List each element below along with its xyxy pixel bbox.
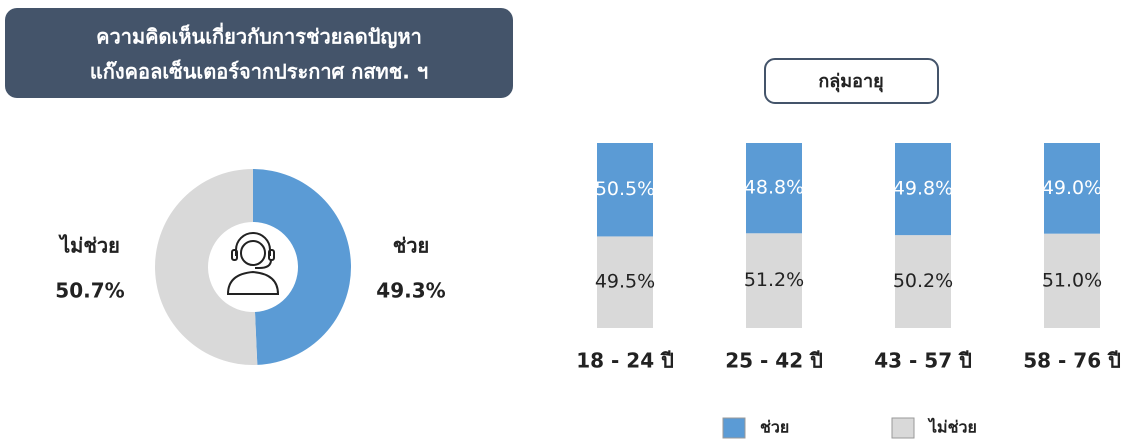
- center-icon: [226, 232, 280, 295]
- bar-segment: [597, 236, 653, 328]
- bar-value-label: 51.2%: [744, 269, 804, 291]
- bar-value-label: 49.8%: [893, 178, 953, 200]
- bar-value-label: 49.5%: [595, 271, 655, 293]
- donut-slice: [253, 169, 351, 365]
- slice-name: ไม่ช่วย: [58, 234, 120, 258]
- bar-value-label: 50.2%: [893, 270, 953, 292]
- legend-label: ช่วย: [760, 418, 789, 437]
- title-box: [5, 8, 513, 98]
- bar-segment: [1044, 143, 1100, 234]
- legend-label: ไม่ช่วย: [927, 418, 977, 437]
- subtitle: กลุ่มอายุ: [818, 71, 883, 93]
- x-tick-label: 25 - 42 ปี: [725, 349, 823, 373]
- subtitle-box: [764, 58, 939, 104]
- bar-segment: [895, 143, 951, 236]
- bar-segment: [746, 143, 802, 234]
- title-line: แก๊งคอลเซ็นเตอร์จากประกาศ กสทช. ฯ: [90, 59, 428, 84]
- marks: ช่วย 49.3% ไม่ช่วย 50.7% 49.5% 50.5% 18 - 24 ป…: [55, 143, 1121, 439]
- legend-swatch: [722, 417, 746, 439]
- legend-swatch: [891, 417, 915, 439]
- x-tick-label: 18 - 24 ปี: [576, 349, 674, 373]
- slice-value: 49.3%: [376, 279, 445, 303]
- bar-segment: [895, 235, 951, 328]
- bar-value-label: 51.0%: [1042, 269, 1102, 291]
- bar-segment: [746, 233, 802, 328]
- bar-value-label: 50.5%: [595, 178, 655, 200]
- bar-segment: [1044, 233, 1100, 328]
- slice-name: ช่วย: [393, 234, 430, 258]
- bar-value-label: 48.8%: [744, 177, 804, 199]
- bar-value-label: 49.0%: [1042, 177, 1102, 199]
- title-line: ความคิดเห็นเกี่ยวกับการช่วยลดปัญหา: [96, 22, 422, 49]
- donut-slice: [154, 169, 258, 366]
- bar-segment: [597, 143, 653, 237]
- slice-value: 50.7%: [55, 279, 124, 303]
- x-tick-label: 43 - 57 ปี: [874, 349, 972, 373]
- x-tick-label: 58 - 76 ปี: [1023, 349, 1121, 373]
